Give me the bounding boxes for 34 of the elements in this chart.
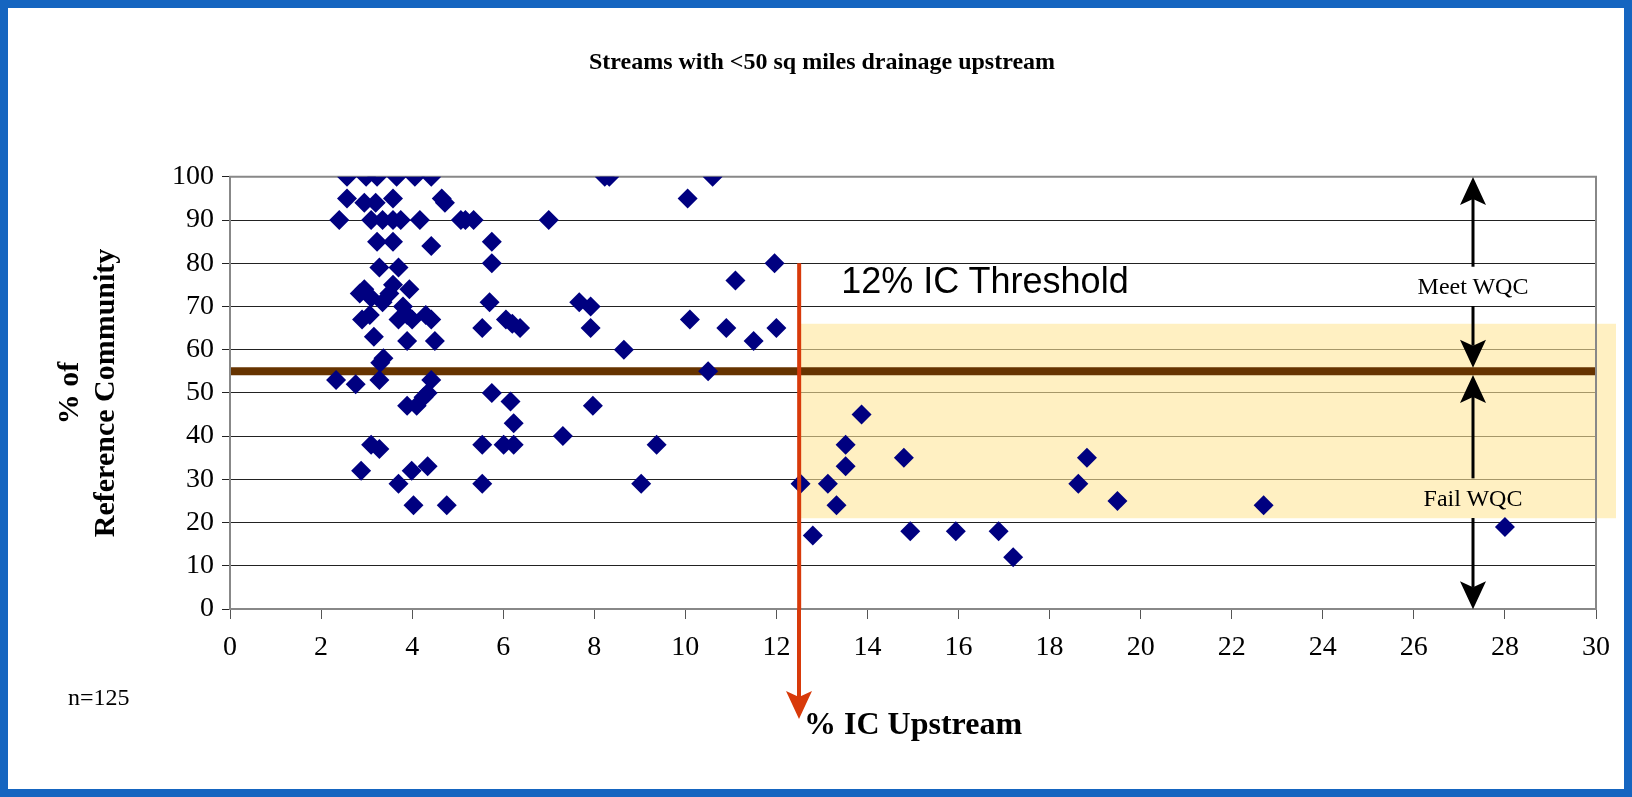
x-tick-label: 18 — [1035, 630, 1064, 662]
y-tick-label: 40 — [186, 418, 214, 450]
x-tick-label: 8 — [587, 630, 602, 662]
y-tick-label: 10 — [186, 548, 214, 580]
chart-title: Streams with <50 sq miles drainage upstream — [588, 47, 1056, 74]
x-tick-label: 10 — [671, 630, 700, 662]
y-tick-label: 80 — [186, 245, 214, 277]
x-tick-label: 26 — [1399, 630, 1428, 662]
y-tick-label: 100 — [172, 159, 214, 191]
x-tick-label: 14 — [853, 630, 882, 662]
x-tick-label: 4 — [405, 630, 420, 662]
text: n=125 — [68, 684, 130, 711]
x-tick-label: 0 — [223, 630, 237, 662]
x-tick-label: 6 — [496, 630, 511, 662]
y-tick-label: 90 — [186, 202, 214, 234]
x-tick-label: 28 — [1490, 630, 1519, 662]
annotation: Fail WQC — [1423, 484, 1523, 512]
annotation: Meet WQC — [1417, 272, 1529, 300]
y-tick-label: 20 — [186, 504, 214, 536]
x-tick-label: 16 — [944, 630, 973, 662]
y-axis-title: % of Reference Community — [50, 248, 120, 538]
y-tick-label: 60 — [186, 332, 214, 364]
y-tick-label: 30 — [186, 461, 214, 493]
y-tick-label: 50 — [186, 375, 214, 407]
y-tick-label: 0 — [200, 591, 214, 623]
x-tick-label: 22 — [1217, 630, 1246, 662]
x-tick-label: 12 — [762, 630, 791, 662]
y-tick-label: 70 — [186, 288, 214, 320]
x-tick-label: 30 — [1582, 630, 1610, 662]
x-tick-label: 20 — [1126, 630, 1155, 662]
ref-line-label: 12% IC Threshold — [841, 260, 1129, 302]
x-tick-label: 2 — [314, 630, 329, 662]
x-axis-title: % IC Upstream — [803, 705, 1023, 742]
x-tick-label: 24 — [1308, 630, 1337, 662]
